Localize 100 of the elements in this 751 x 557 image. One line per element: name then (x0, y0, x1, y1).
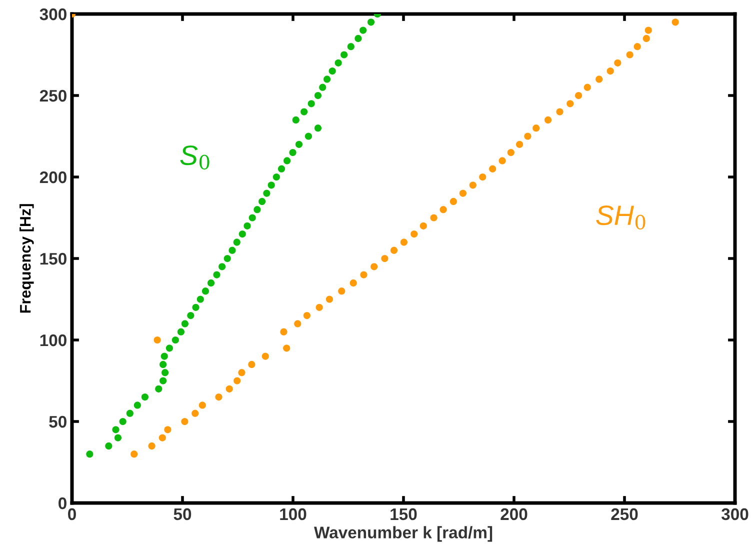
point (672, 18, 679, 26)
point (328, 68, 336, 75)
point (367, 18, 375, 26)
y-tick-label: 100 (40, 334, 66, 346)
point (524, 132, 532, 140)
point (450, 198, 457, 205)
point (316, 304, 323, 311)
point (213, 271, 220, 278)
point (614, 59, 622, 66)
y-tick-label: 150 (40, 252, 66, 265)
point (338, 288, 346, 295)
point (233, 238, 240, 246)
point (308, 100, 315, 108)
point (181, 320, 188, 328)
point (224, 254, 231, 262)
point (248, 214, 256, 222)
point (304, 132, 312, 140)
point (340, 51, 348, 58)
point (192, 304, 200, 311)
point (134, 402, 141, 409)
point (334, 59, 342, 66)
point (280, 328, 288, 336)
y-tick-label: 0 (58, 497, 66, 510)
point (469, 182, 476, 189)
point (130, 450, 138, 458)
y-axis-title: Frequency [Hz] (20, 204, 34, 313)
point (574, 92, 582, 100)
point (238, 369, 246, 376)
point (381, 254, 388, 262)
point (226, 385, 233, 392)
y-tick-label: 250 (40, 90, 66, 102)
point (160, 360, 167, 368)
point (323, 76, 331, 83)
point (162, 369, 169, 376)
point (440, 206, 447, 214)
point (192, 410, 199, 417)
y-tick-label: 300 (40, 8, 66, 20)
point (283, 157, 291, 164)
point (634, 43, 641, 50)
x-tick-label: 300 (721, 508, 748, 520)
point (172, 336, 179, 344)
point (148, 442, 156, 450)
point (498, 157, 506, 164)
point (254, 206, 261, 214)
point (584, 84, 591, 91)
point (278, 165, 286, 172)
point (263, 190, 270, 197)
point (606, 68, 614, 75)
point (238, 230, 246, 238)
point (207, 279, 215, 286)
point (314, 124, 322, 132)
point (360, 26, 367, 34)
point (196, 296, 204, 303)
point (86, 450, 94, 458)
point (158, 434, 166, 442)
point (289, 149, 296, 156)
point (507, 149, 514, 156)
point (566, 100, 574, 108)
point (268, 182, 275, 189)
point (532, 124, 540, 132)
x-tick-label: 100 (280, 508, 306, 520)
point (626, 51, 634, 58)
point (248, 360, 256, 368)
point (155, 385, 162, 392)
point (303, 312, 310, 320)
point (114, 434, 122, 442)
point (112, 426, 120, 434)
x-axis-title: Wavenumber k [rad/m] (314, 526, 492, 542)
point (295, 140, 303, 148)
point (141, 394, 148, 401)
point (390, 246, 398, 254)
point (350, 279, 357, 286)
point (160, 377, 167, 384)
point (181, 418, 188, 426)
point (258, 198, 266, 205)
point (354, 34, 362, 42)
point (644, 26, 652, 34)
point (410, 230, 418, 238)
point (516, 140, 524, 148)
point (105, 442, 112, 450)
point (326, 296, 334, 303)
x-tick-label: 50 (174, 508, 192, 520)
text: SH$_{0}$ (596, 205, 646, 230)
point (544, 116, 552, 124)
point (489, 165, 496, 172)
y-tick-label: 200 (40, 171, 66, 184)
point (228, 246, 236, 254)
x-tick-label: 0 (68, 508, 76, 520)
point (177, 328, 184, 336)
point (430, 214, 438, 222)
point (202, 288, 210, 295)
point (244, 222, 251, 230)
point (198, 402, 206, 409)
point (642, 34, 650, 42)
point (187, 312, 194, 320)
point (283, 344, 290, 352)
point (360, 271, 368, 278)
point (347, 43, 354, 50)
point (262, 352, 269, 360)
point (166, 344, 173, 352)
